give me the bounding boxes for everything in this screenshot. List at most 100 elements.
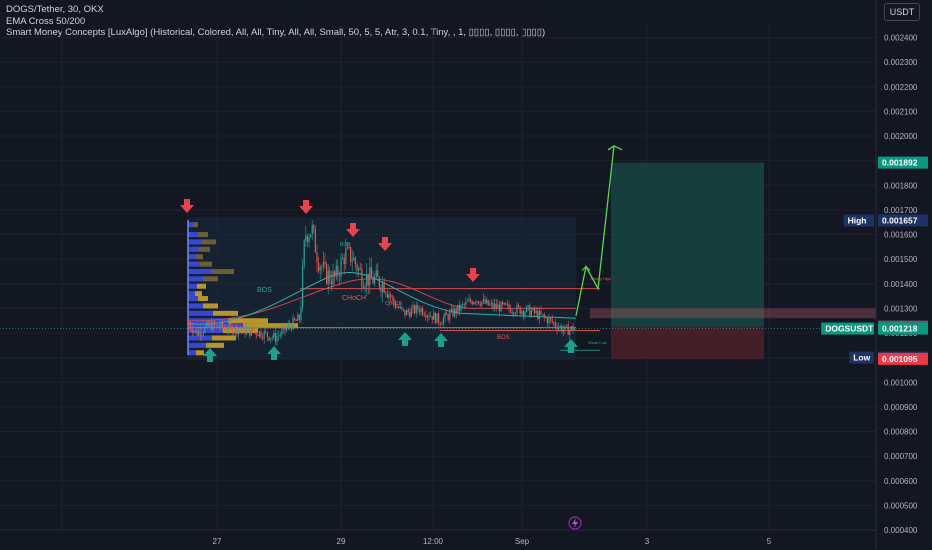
candle-body [494,303,496,308]
volume-bar-buy [188,350,196,356]
candle-body [338,275,340,277]
arrow-up-icon [434,333,448,347]
time-axis: 27 29 12:00 Sep 3 5 [213,537,772,546]
candle-body [398,306,400,309]
volume-bar-sell [193,222,198,228]
candle-body [378,276,380,288]
candle-body [319,267,321,271]
candle-body [250,327,252,336]
candle-body [255,331,257,336]
volume-bar-buy [188,296,198,302]
time-tick-label: 27 [213,537,222,546]
candle-body [322,261,324,268]
candle-body [502,302,504,305]
candle-body [276,336,278,342]
volume-bar-sell [198,232,208,238]
arrow-down-icon [466,268,480,282]
candle-body [286,327,288,331]
price-marker-label-badge [849,351,874,364]
candle-body [337,265,339,276]
candle-body [470,299,472,302]
candle-body [510,308,512,313]
candle-body [318,262,320,271]
candle-body [527,305,529,307]
candle-body [468,299,470,302]
candle-body [274,333,276,342]
price-marker-label: Low [853,353,870,363]
smc-label: CHoCH [342,295,366,302]
candle-body [399,306,401,309]
candle-body [348,246,350,248]
candle-body [562,329,564,332]
time-tick-label: 5 [767,537,772,546]
candle-body [279,334,281,336]
candle-body [356,264,358,271]
candle-body [306,235,308,243]
price-tick-label: 0.000500 [884,501,918,510]
candle-body [233,331,235,334]
candle-body [550,317,552,320]
candle-body [271,337,273,339]
volume-bar-sell [199,246,210,252]
candle-body [404,309,406,316]
candle-body [567,325,569,336]
price-tick-label: 0.001400 [884,280,918,289]
candle-body [266,332,268,337]
price-tick-label: 0.001300 [884,304,918,313]
candle-body [391,296,393,298]
candle-body [287,324,289,328]
candle-body [298,314,300,320]
candle-body [223,327,225,329]
candle-body [265,331,267,333]
candle-body [522,310,524,316]
candle-body [441,323,443,325]
candle-body [370,267,372,278]
events-icon [568,516,582,530]
candle-body [545,316,547,318]
legend-symbol[interactable]: DOGS/Tether, 30, OKX [6,4,104,15]
candle-body [497,304,499,308]
candle-body [345,248,347,265]
volume-bar-sell [213,310,238,316]
volume-bar-sell [206,342,224,348]
candle-body [308,237,310,243]
candle-body [417,305,419,310]
candle-body [574,328,576,331]
legend-ema[interactable]: EMA Cross 50/200 [6,15,86,27]
price-marker-badge [878,214,928,227]
price-tick-label: 0.000400 [884,526,918,535]
candle-body [311,225,313,235]
candle-body [330,281,332,285]
projection-small-arrowhead-icon [581,265,591,271]
candle-body [302,265,304,308]
candle-body [201,334,203,336]
legend-smc[interactable]: Smart Money Concepts [LuxAlgo] (Historic… [6,27,546,38]
candle-body [386,293,388,298]
time-tick-label: 29 [337,537,346,546]
price-marker-label: High [848,215,867,225]
candle-body [273,333,275,338]
candle-body [231,325,233,334]
candle-body [254,331,256,333]
candle-body [420,308,422,313]
candle-body [390,294,392,297]
candle-body [516,304,518,314]
candle-body [290,326,292,330]
volume-bar-buy [188,303,203,309]
candle-body [297,314,299,321]
candle-body [215,324,217,326]
candle-body [278,335,280,337]
candle-body [268,336,270,341]
candle-body [450,308,452,312]
price-tick-label: 0.001600 [884,231,918,240]
candle-body [444,312,446,318]
candle-body [484,298,486,304]
candle-body [548,317,550,324]
currency-button[interactable]: USDT [884,3,920,21]
price-marker-badge [878,352,928,365]
candle-body [260,331,262,338]
candle-body [465,301,467,305]
candle-body [542,314,544,316]
candle-body [257,335,259,337]
